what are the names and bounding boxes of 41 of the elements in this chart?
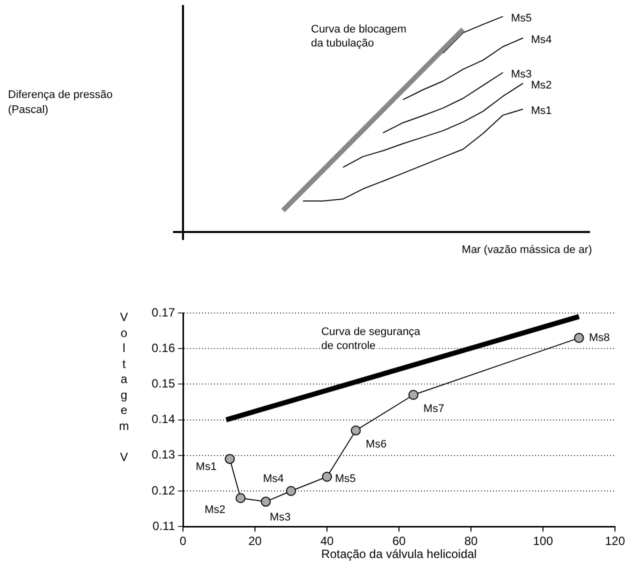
series-label: Ms5: [511, 12, 532, 24]
series-label: Ms2: [531, 79, 552, 92]
text: Voltagem V: [119, 310, 129, 464]
y-axis-title: Diferença de pressão (Pascal): [8, 88, 114, 118]
x-tick-label: 0: [180, 534, 187, 548]
y-tick-label: 0.15: [152, 376, 176, 391]
annotation: Ms7: [423, 402, 444, 415]
point: [260, 496, 271, 507]
series-label: Ms3: [511, 68, 532, 81]
point: [322, 472, 332, 482]
y-tick-label: 0.17: [152, 305, 176, 320]
x-tick-label: 20: [248, 534, 262, 548]
x-axis-title: Rotação da válvula helicoidal: [320, 547, 478, 561]
series-label: Ms4: [531, 34, 552, 46]
y-tick-label: 0.11: [152, 518, 176, 533]
x-tick-label: 120: [604, 534, 626, 548]
annotation: Ms2: [204, 504, 226, 516]
x-tick-label: 100: [532, 534, 554, 548]
series-label: Ms1: [531, 105, 552, 118]
y-tick-label: 0.13: [152, 448, 176, 462]
y-tick-label: 0.16: [152, 340, 176, 355]
point: [224, 454, 235, 464]
x-tick-label: 80: [464, 534, 478, 548]
annotation: Ms4: [263, 473, 284, 486]
annotation: Ms6: [366, 438, 387, 451]
x-tick-label: 40: [320, 534, 334, 548]
x-axis-title: Mar (vazão mássica de ar): [462, 244, 592, 256]
y-tick-label: 0.14: [152, 412, 176, 426]
annotation: Ms3: [270, 512, 291, 524]
point: [408, 390, 418, 400]
text: Curva de blocagem da tubulação: [311, 23, 406, 50]
annotation: Ms1: [196, 460, 217, 473]
y-tick-label: 0.12: [152, 483, 176, 498]
series-label: Curva de segurança de controle: [321, 326, 422, 352]
point: [286, 486, 296, 496]
annotation: Ms5: [335, 472, 356, 485]
annotation: Ms8: [589, 332, 610, 344]
x-tick-label: 60: [392, 534, 406, 548]
point: [350, 425, 361, 436]
point: [236, 493, 246, 504]
point: [574, 332, 584, 343]
